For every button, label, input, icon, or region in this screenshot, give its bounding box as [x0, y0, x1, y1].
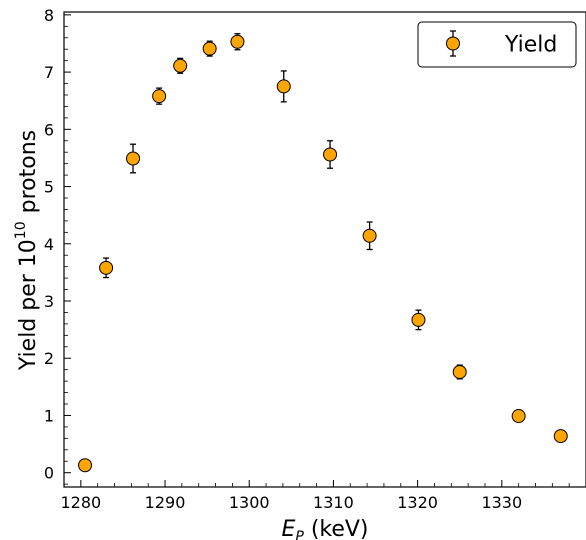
data-point — [276, 79, 291, 94]
data-point — [152, 89, 167, 104]
x-tick-label: 1290 — [145, 493, 186, 512]
y-tick-label: 3 — [44, 292, 54, 311]
y-axis-title-main: Yield per 10 — [16, 239, 41, 371]
x-axis-title-main: E — [281, 517, 295, 540]
y-tick-label: 7 — [44, 63, 54, 82]
data-point — [99, 260, 114, 275]
legend-label: Yield — [504, 33, 557, 58]
data-point — [323, 147, 338, 162]
data-point — [411, 312, 426, 327]
y-tick-label: 0 — [44, 464, 54, 483]
x-axis-title: EP (keV) — [281, 517, 368, 540]
y-axis-title-sup: 10 — [13, 221, 29, 239]
y-axis-title-unit: protons — [16, 130, 41, 213]
plot-area — [78, 33, 568, 473]
data-point — [202, 41, 217, 56]
tick-labels: 1280 1290 1300 1310 1320 1330 0 1 2 3 4 5 6 7 8 — [44, 6, 522, 512]
legend-box — [417, 21, 577, 68]
y-tick-label: 1 — [44, 406, 54, 425]
y-tick-label: 4 — [44, 235, 54, 254]
y-axis-title: Yield per 1010 protons — [13, 130, 41, 371]
x-tick-label: 1280 — [60, 493, 101, 512]
data-point — [173, 58, 188, 73]
y-tick-label: 6 — [44, 120, 54, 139]
x-axis-title-unit: (keV) — [311, 517, 369, 540]
data-point — [230, 34, 245, 49]
data-point — [362, 228, 377, 243]
x-axis-title-sub: P — [295, 529, 304, 540]
legend: Yield — [417, 21, 577, 68]
axis-ticks — [63, 14, 570, 487]
legend-marker — [446, 36, 460, 51]
x-tick-label: 1330 — [481, 493, 522, 512]
data-point — [511, 409, 526, 424]
data-point — [78, 458, 93, 473]
data-point — [452, 364, 467, 379]
x-tick-label: 1320 — [397, 493, 438, 512]
x-tick-label: 1300 — [229, 493, 270, 512]
data-point — [126, 151, 141, 166]
plot-frame — [63, 11, 586, 488]
y-tick-label: 2 — [44, 349, 54, 368]
x-tick-label: 1310 — [313, 493, 354, 512]
y-tick-label: 5 — [44, 178, 54, 197]
data-point — [553, 429, 568, 444]
y-tick-label: 8 — [44, 6, 54, 25]
